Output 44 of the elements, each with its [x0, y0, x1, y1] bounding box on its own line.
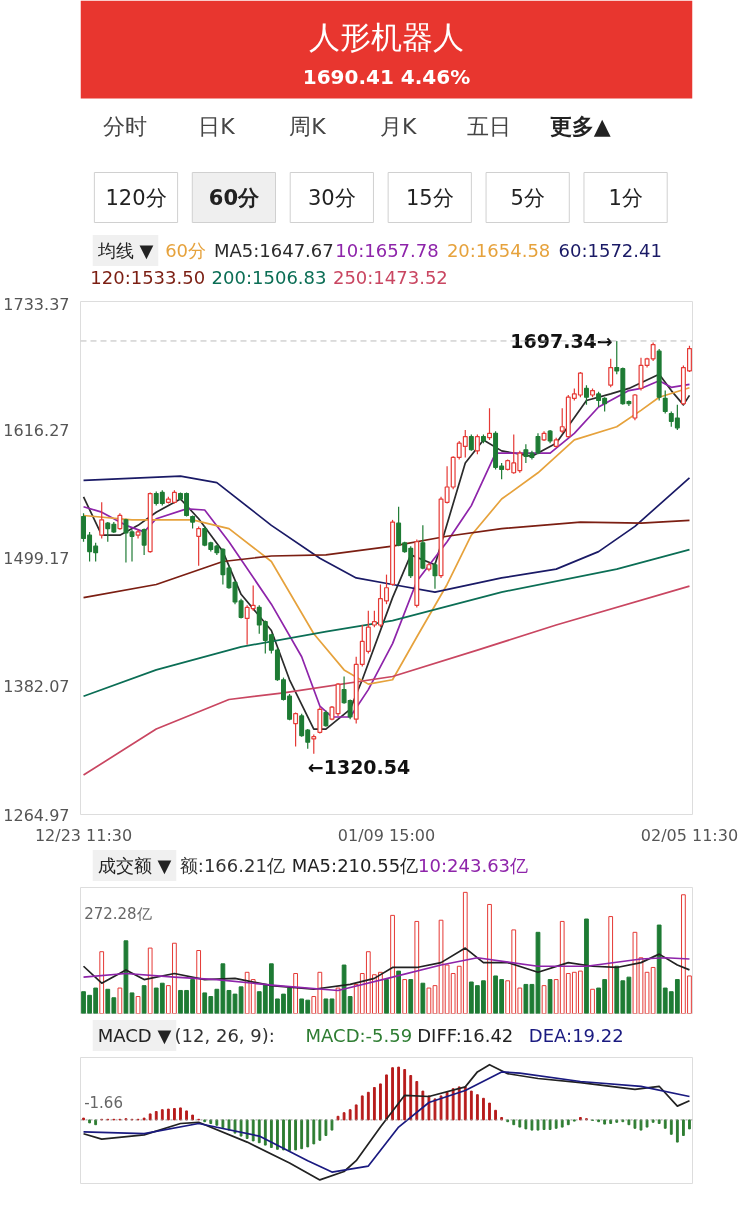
text: 分时 — [103, 114, 148, 139]
text: 15分 — [405, 185, 454, 210]
y-tick-label: 1382.07 — [3, 677, 70, 697]
text: 60:1572.41 — [558, 240, 662, 261]
text: 日K — [198, 114, 236, 139]
text: 均线 ▼ — [96, 240, 154, 261]
text: 周K — [289, 114, 327, 139]
text: 人形机器人 — [309, 18, 464, 55]
x-tick-label: 12/23 11:30 — [34, 825, 133, 845]
y-tick-label: 1264.97 — [3, 805, 70, 825]
text: 20:1654.58 — [446, 240, 551, 261]
text: 250:1473.52 — [332, 267, 448, 288]
annotation: -1.66 — [84, 1093, 123, 1112]
annotation: 1697.34→ — [510, 329, 613, 352]
series-label: MACD:-5.59 — [305, 1025, 413, 1046]
x-tick-label: 01/09 15:00 — [337, 825, 436, 845]
annotation: 272.28亿 — [84, 905, 152, 924]
series-label: DEA:19.22 — [528, 1025, 624, 1046]
y-tick-label: 1616.27 — [3, 420, 70, 440]
text: 10:1657.78 — [335, 240, 439, 261]
y-tick-label: 1733.37 — [3, 294, 70, 314]
text: 1690.41 4.46% — [302, 64, 471, 89]
text: 5分 — [510, 185, 545, 210]
text: MA5:210.55亿 — [291, 855, 419, 876]
text: 120分 — [105, 185, 167, 210]
text: 60分 — [208, 185, 261, 210]
text: 120:1533.50 — [90, 267, 206, 288]
text: 10:243.63亿 — [418, 855, 529, 876]
text: 60分 — [165, 240, 207, 261]
text: (12, 26, 9): — [174, 1025, 275, 1046]
text: 200:1506.83 — [211, 267, 327, 288]
text: 1分 — [608, 185, 643, 210]
x-tick-label: 02/05 11:30 — [640, 825, 739, 845]
y-tick-label: 1499.17 — [3, 549, 70, 568]
chart-title: MACD ▼ — [97, 1025, 172, 1046]
text: 额:166.21亿 — [179, 855, 285, 876]
text: 五日 — [467, 114, 512, 139]
series-label: DIFF:16.42 — [417, 1025, 514, 1046]
text: 月K — [380, 114, 418, 139]
chart-title: 成交额 ▼ — [97, 855, 172, 876]
text: 30分 — [307, 185, 356, 210]
text: 更多▲ — [549, 114, 611, 139]
text: MA5:1647.67 — [213, 240, 334, 261]
annotation: ←1320.54 — [307, 755, 411, 778]
